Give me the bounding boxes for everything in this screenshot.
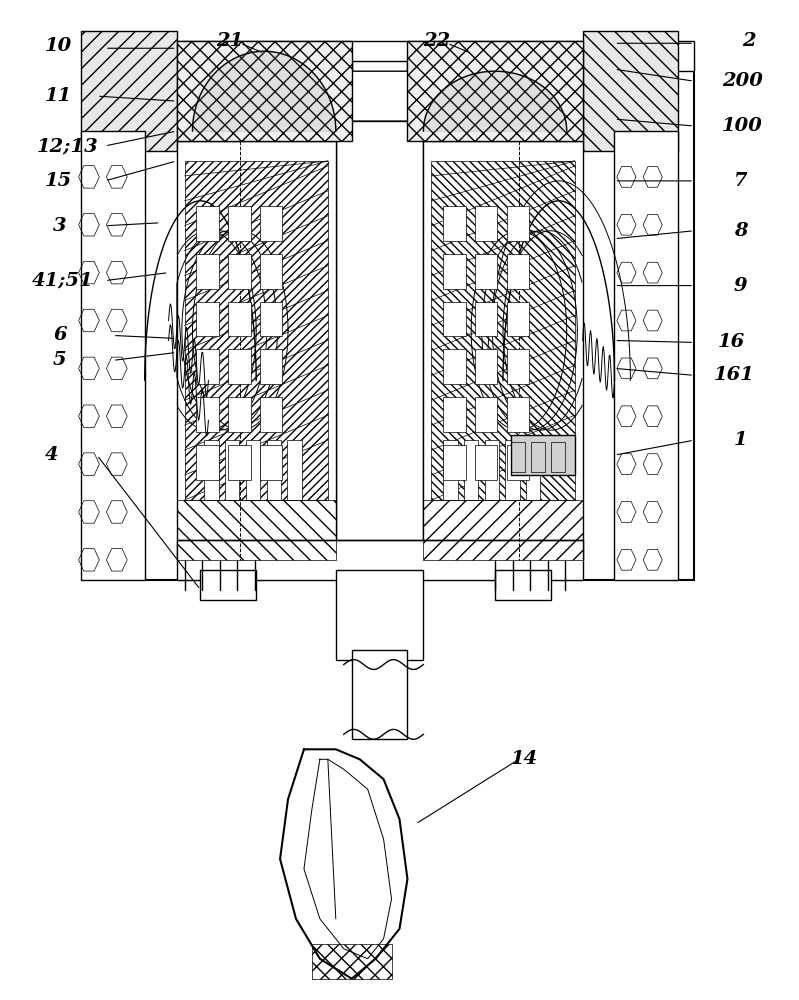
Bar [197,349,219,384]
Bar [260,445,283,480]
Bar [197,254,219,289]
Bar [260,397,283,432]
Bar [475,397,498,432]
Bar [81,131,145,580]
Bar [185,161,328,500]
Bar [475,445,498,480]
Text: 9: 9 [734,277,748,295]
Bar [229,254,251,289]
Bar [475,302,498,336]
Text: 100: 100 [722,117,763,135]
Bar [443,206,466,241]
Text: 15: 15 [46,172,73,190]
Bar [443,445,466,480]
Bar [352,650,407,739]
Bar [431,161,574,500]
Bar [336,81,423,560]
Bar [423,500,582,560]
Bar [507,445,529,480]
Text: 1: 1 [734,431,748,449]
Bar [197,445,219,480]
Text: 2: 2 [742,32,756,50]
Bar [464,440,479,500]
Text: 200: 200 [722,72,763,90]
Bar [145,41,694,71]
Text: 8: 8 [734,222,748,240]
Bar [177,540,582,580]
Bar [177,500,336,560]
Bar [267,440,281,500]
Text: 4: 4 [46,446,59,464]
Bar [81,31,177,151]
Bar [260,349,283,384]
Bar [443,349,466,384]
Bar [229,397,251,432]
Bar [260,302,283,336]
Bar [475,206,498,241]
Bar [177,41,352,141]
Text: 6: 6 [54,326,67,344]
Bar [526,440,540,500]
Bar [485,440,499,500]
Bar [225,440,240,500]
Bar [50,31,749,989]
Polygon shape [336,71,423,121]
Bar [507,349,529,384]
Text: 22: 22 [423,32,451,50]
Bar [582,31,678,151]
Bar [312,944,392,979]
Bar [197,302,219,336]
Bar [443,397,466,432]
Text: 161: 161 [714,366,755,384]
Text: 12;13: 12;13 [38,137,99,155]
Text: 41;51: 41;51 [32,272,93,290]
Bar [201,570,256,600]
Bar [260,254,283,289]
Bar [443,440,458,500]
Bar [475,349,498,384]
Bar [511,435,574,475]
Text: 5: 5 [54,351,67,369]
Bar [443,254,466,289]
Bar [229,445,251,480]
Bar [229,206,251,241]
Text: 3: 3 [54,217,67,235]
Bar [551,442,565,472]
Text: 7: 7 [734,172,748,190]
Bar [229,349,251,384]
Bar [507,254,529,289]
Bar [475,254,498,289]
Bar [336,570,423,660]
Bar [197,206,219,241]
Bar [287,440,301,500]
Bar [229,302,251,336]
Bar [495,570,551,600]
Text: 14: 14 [511,750,539,768]
Bar [511,442,525,472]
Bar [423,141,582,560]
Bar [177,141,336,560]
Bar [443,302,466,336]
Bar [507,397,529,432]
Bar [531,442,545,472]
Bar [197,397,219,432]
Bar [352,61,407,121]
Bar [614,131,678,580]
Text: 11: 11 [46,87,73,105]
Bar [407,41,582,141]
Bar [507,206,529,241]
Text: 10: 10 [46,37,73,55]
Bar [246,440,260,500]
Bar [506,440,519,500]
Text: 16: 16 [718,333,745,351]
Bar [507,302,529,336]
Bar [260,206,283,241]
Bar [145,61,694,580]
Text: 21: 21 [217,32,244,50]
Bar [205,440,219,500]
